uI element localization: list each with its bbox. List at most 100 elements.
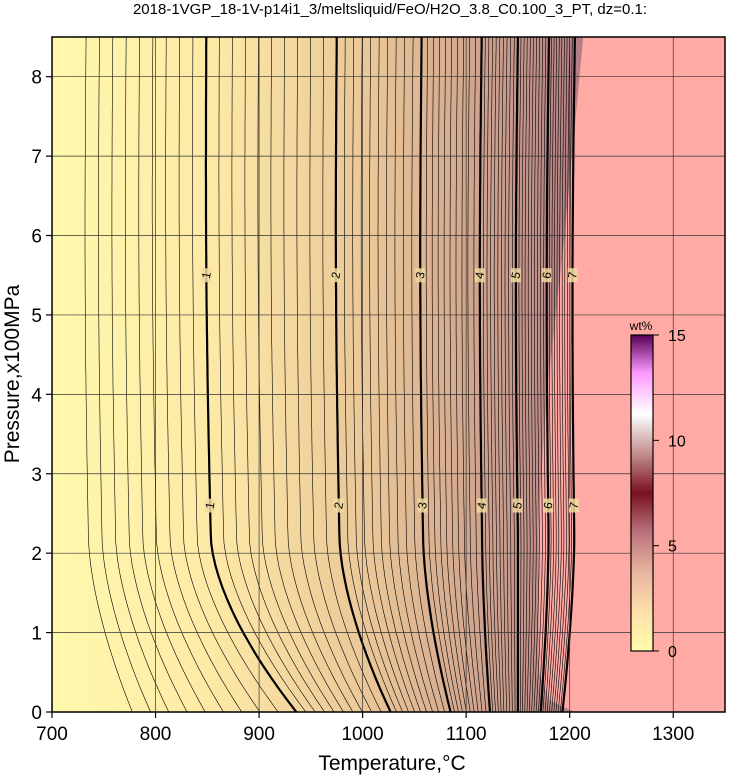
contour-minor <box>455 37 475 712</box>
contour-label-3: 3 <box>413 268 428 283</box>
contour-minor <box>192 37 279 712</box>
contour-minor <box>501 37 507 712</box>
colorbar-tick-label: 10 <box>668 433 686 450</box>
contour-minor <box>283 37 354 712</box>
x-axis-ticks: 700 800 900 1000 1100 1200 1300 <box>36 712 694 745</box>
svg-text:2: 2 <box>328 270 343 279</box>
y-tick-label: 5 <box>31 306 42 327</box>
contour-minor <box>443 37 467 712</box>
contour-minor <box>98 37 151 712</box>
svg-text:1: 1 <box>203 501 218 510</box>
plot-frame <box>51 36 726 713</box>
contour-minor <box>518 37 522 712</box>
contour-minor <box>521 37 525 712</box>
melt-field <box>52 37 584 712</box>
colorbar-tick-label: 5 <box>668 539 677 556</box>
contour-minor <box>473 37 487 712</box>
contour-minor <box>151 37 224 712</box>
y-tick-label: 0 <box>31 703 42 724</box>
y-tick-label: 7 <box>31 147 42 168</box>
contour-label-2: 2 <box>328 268 343 283</box>
svg-text:3: 3 <box>415 501 430 510</box>
x-tick-label: 700 <box>36 724 68 745</box>
y-tick-label: 8 <box>31 68 42 89</box>
colorbar-unit: wt% <box>629 319 653 333</box>
y-tick-label: 2 <box>31 544 42 565</box>
y-tick-label: 3 <box>31 465 42 486</box>
contour-minor <box>449 37 471 712</box>
contour-major-5 <box>514 37 519 712</box>
svg-text:6: 6 <box>539 270 554 279</box>
svg-text:7: 7 <box>565 270 580 279</box>
contour-minor <box>437 37 463 712</box>
contour-label-1: 1 <box>203 498 218 513</box>
contour-minor <box>497 37 505 712</box>
contour-label-6: 6 <box>541 498 556 513</box>
contour-minor <box>511 37 516 712</box>
y-tick-label: 6 <box>31 227 42 248</box>
x-tick-label: 1100 <box>446 724 487 745</box>
contour-major-6 <box>539 37 551 712</box>
contour-minor <box>165 37 242 712</box>
contour-major-1 <box>204 37 298 712</box>
contour-labels: 1 1 2 2 3 3 4 4 5 5 6 6 7 7 <box>199 268 581 513</box>
contour-lines <box>84 37 576 712</box>
contour-minor <box>551 37 563 712</box>
svg-text:1: 1 <box>199 270 214 279</box>
contour-minor <box>394 37 433 712</box>
contour-minor <box>244 37 325 712</box>
contour-minor <box>486 37 496 712</box>
colorbar: wt% 0 5 10 15 <box>629 319 686 661</box>
contour-label-4: 4 <box>472 268 487 283</box>
contour-label-4: 4 <box>474 498 489 513</box>
grid-lines <box>51 37 725 713</box>
contour-minor <box>218 37 307 712</box>
x-tick-label: 1300 <box>652 724 694 745</box>
contour-minor <box>377 37 421 712</box>
contour-minor <box>309 37 372 712</box>
contour-minor <box>508 37 513 712</box>
contour-minor <box>555 37 568 712</box>
contour-major-2 <box>334 37 392 712</box>
contour-minor <box>524 37 528 712</box>
contour-minor <box>344 37 397 712</box>
contour-minor <box>178 37 261 712</box>
contour-minor <box>296 37 363 712</box>
contour-minor <box>546 37 558 712</box>
svg-text:4: 4 <box>474 501 489 510</box>
contour-label-7: 7 <box>565 268 580 283</box>
contour-minor <box>504 37 510 712</box>
contour-minor <box>411 37 445 712</box>
y-tick-label: 1 <box>31 624 42 645</box>
x-tick-label: 900 <box>243 724 275 745</box>
contour-minor <box>270 37 344 712</box>
contour-minor <box>467 37 483 712</box>
contour-minor <box>111 37 170 712</box>
contour-label-5: 5 <box>508 268 523 283</box>
y-tick-label: 4 <box>31 385 42 406</box>
colorbar-ticks: 0 5 10 15 <box>653 328 686 661</box>
contour-minor <box>557 37 570 712</box>
x-tick-label: 1200 <box>549 724 591 745</box>
svg-text:4: 4 <box>472 270 487 279</box>
colorbar-ramp <box>630 334 654 652</box>
contour-label-7: 7 <box>566 498 581 513</box>
contour-minor <box>483 37 494 712</box>
contour-minor <box>526 37 531 712</box>
svg-text:3: 3 <box>413 270 428 279</box>
contour-minor <box>490 37 499 712</box>
plot-area: 1 1 2 2 3 3 4 4 5 5 6 6 7 7 <box>51 36 726 713</box>
chart-title: 2018-1VGP_18-1V-p14i1_3/meltsliquid/FeO/… <box>133 1 647 18</box>
svg-text:5: 5 <box>510 501 525 510</box>
contour-minor <box>231 37 316 712</box>
contour-minor <box>352 37 403 712</box>
contour-minor <box>493 37 502 712</box>
contour-minor <box>386 37 427 712</box>
contour-minor <box>369 37 415 712</box>
contour-label-3: 3 <box>415 498 430 513</box>
contour-minor <box>425 37 455 712</box>
svg-text:7: 7 <box>566 501 581 510</box>
contour-minor <box>549 37 560 712</box>
contour-label-2: 2 <box>331 498 346 513</box>
